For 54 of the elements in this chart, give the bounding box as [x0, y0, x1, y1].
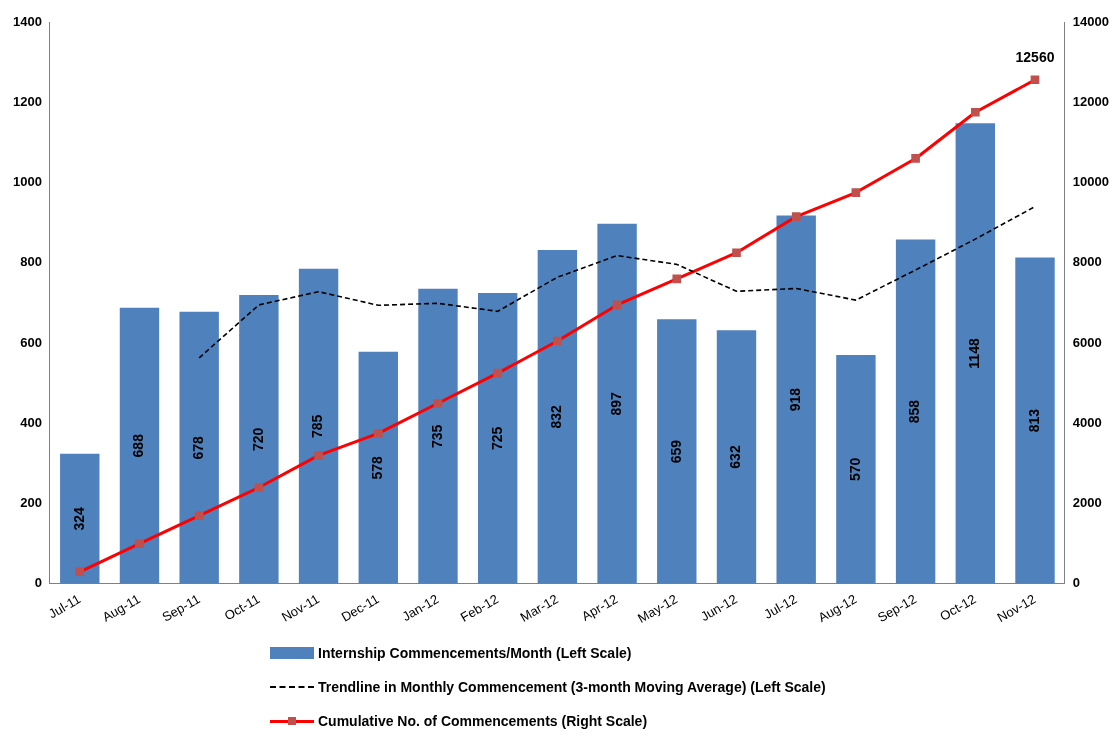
data-label: 832 [548, 404, 565, 429]
data-label: 570 [846, 457, 863, 482]
y-tick-label: 600 [20, 334, 42, 350]
data-label: 725 [488, 426, 505, 451]
bar [119, 307, 160, 584]
data-label: 688 [130, 433, 147, 458]
bar [239, 294, 279, 584]
y-tick-label: 800 [20, 254, 42, 270]
bar [657, 319, 697, 584]
legend-label: Trendline in Monthly Commencement (3-month Moving Average) (Left Scale) [318, 679, 826, 695]
data-label: 578 [369, 455, 386, 480]
y-tick-label: 1400 [13, 13, 42, 29]
data-label: 720 [249, 427, 266, 452]
data-label: 858 [906, 399, 923, 424]
bar [418, 288, 458, 584]
data-label: 785 [309, 414, 326, 438]
data-label: 632 [727, 445, 744, 469]
bar [895, 239, 936, 584]
y2-tick-label: 2000 [1072, 495, 1102, 511]
bar [716, 330, 757, 584]
bar [1015, 257, 1055, 584]
bar [60, 453, 100, 584]
y2-tick-label: 6000 [1072, 334, 1102, 350]
data-label: 735 [428, 424, 445, 449]
y2-tick-label: 12000 [1072, 93, 1110, 109]
bar [955, 123, 995, 584]
y-tick-label: 200 [20, 495, 42, 511]
bar [477, 292, 518, 584]
bar [298, 268, 339, 584]
y-tick-label: 1000 [13, 174, 42, 190]
y-tick-label: 0 [34, 575, 42, 591]
data-label: 659 [667, 439, 684, 464]
legend-label: Internship Commencements/Month (Left Scale) [318, 645, 632, 661]
y2-tick-label: 14000 [1072, 13, 1110, 29]
data-label: 324 [70, 506, 87, 531]
y2-tick-label: 0 [1072, 575, 1081, 591]
bar [179, 311, 219, 584]
data-label: 678 [190, 435, 207, 460]
bar [358, 351, 398, 584]
data-label: 918 [787, 387, 804, 412]
data-label: 897 [607, 391, 624, 416]
bar [836, 355, 876, 584]
bar [597, 223, 637, 584]
legend-label: Cumulative No. of Commencements (Right Scale) [318, 713, 648, 729]
y2-tick-label: 4000 [1072, 414, 1102, 430]
y-tick-label: 400 [20, 414, 42, 430]
y-tick-label: 1200 [13, 93, 42, 109]
data-label: 12560 [1015, 48, 1055, 65]
data-label: 1148 [966, 338, 983, 369]
bar [537, 249, 578, 584]
y2-tick-label: 8000 [1072, 254, 1102, 270]
data-label: 813 [1025, 408, 1042, 433]
y2-tick-label: 10000 [1072, 174, 1110, 190]
bar [776, 215, 816, 584]
